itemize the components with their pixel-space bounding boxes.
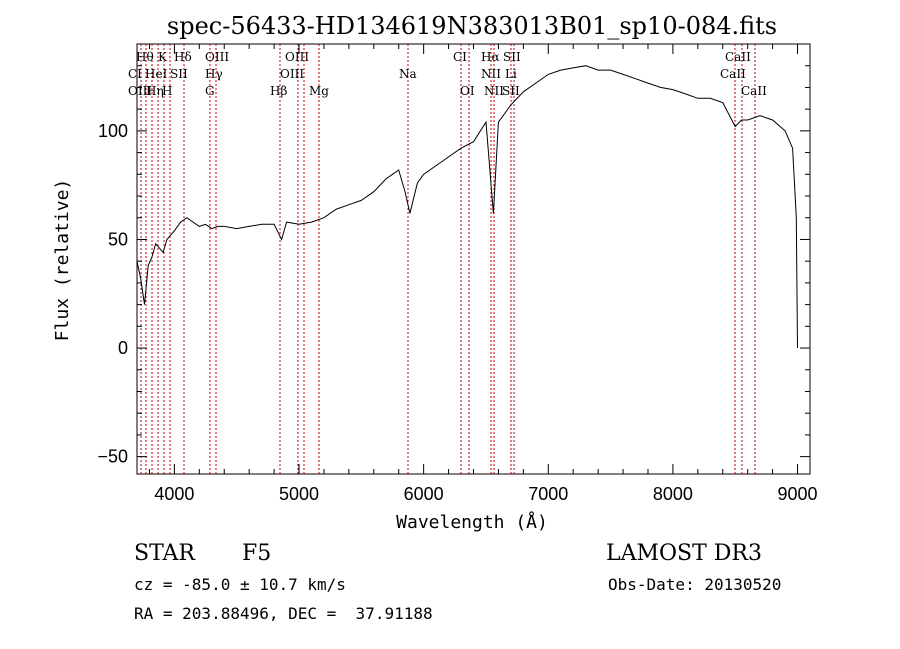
line-label: Hβ <box>270 84 287 98</box>
line-label: CaII <box>725 50 751 64</box>
x-tick-label: 4000 <box>154 484 194 504</box>
line-label: OIII <box>205 50 229 64</box>
x-tick-label: 6000 <box>404 484 444 504</box>
line-label: Hδ <box>174 50 192 64</box>
line-label: Hη <box>146 84 164 98</box>
plot-frame <box>136 43 811 475</box>
y-tick-label: 50 <box>108 229 128 249</box>
line-label: CI <box>453 50 467 64</box>
y-tick-label: 100 <box>98 121 128 141</box>
x-axis-ticks <box>148 44 799 474</box>
sky-coordinates: RA = 203.88496, DEC = 37.91188 <box>134 604 433 623</box>
line-label: OIII <box>128 84 152 98</box>
line-label: Li <box>505 67 517 81</box>
spectrum-plot: spec-56433-HD134619N383013B01_sp10-084.f… <box>52 12 818 533</box>
chart-title: spec-56433-HD134619N383013B01_sp10-084.f… <box>167 12 777 40</box>
line-label: CI <box>128 67 142 81</box>
spectral-line-markers <box>140 44 756 474</box>
object-class: STAR <box>134 541 195 566</box>
object-subclass: F5 <box>242 541 272 566</box>
x-tick-label: 8000 <box>653 484 693 504</box>
line-label: HeI <box>145 67 168 81</box>
line-label: Hθ <box>136 50 154 64</box>
x-tick-label: 7000 <box>528 484 568 504</box>
line-label: Hα <box>481 50 500 64</box>
y-tick-label: 0 <box>118 338 128 358</box>
y-tick-label: −50 <box>97 447 128 467</box>
line-label: CaII <box>741 84 767 98</box>
line-label: NII <box>481 67 501 81</box>
line-label: Mg <box>309 84 329 98</box>
line-label: CaII <box>720 67 746 81</box>
x-tick-label: 9000 <box>778 484 818 504</box>
x-tick-label: 5000 <box>279 484 319 504</box>
line-label: OIII <box>285 50 309 64</box>
line-label: Na <box>399 67 417 81</box>
y-axis-label: Flux (relative) <box>52 179 73 342</box>
line-label: K <box>158 50 168 64</box>
x-axis-label: Wavelength (Å) <box>396 511 548 533</box>
observation-date: Obs-Date: 20130520 <box>608 575 782 594</box>
redshift-cz: cz = -85.0 ± 10.7 km/s <box>134 575 346 594</box>
line-label: Hγ <box>205 67 223 81</box>
line-label: G <box>205 84 215 98</box>
line-label: OI <box>460 84 475 98</box>
line-label: OIII <box>280 67 304 81</box>
line-label: SII <box>503 50 521 64</box>
line-label: SII <box>170 67 188 81</box>
y-axis-ticks <box>137 65 810 458</box>
line-label: NII <box>484 84 504 98</box>
line-label: H <box>162 84 172 98</box>
spectrum-line <box>136 65 798 349</box>
line-label: SII <box>502 84 520 98</box>
survey-name: LAMOST DR3 <box>606 541 762 566</box>
